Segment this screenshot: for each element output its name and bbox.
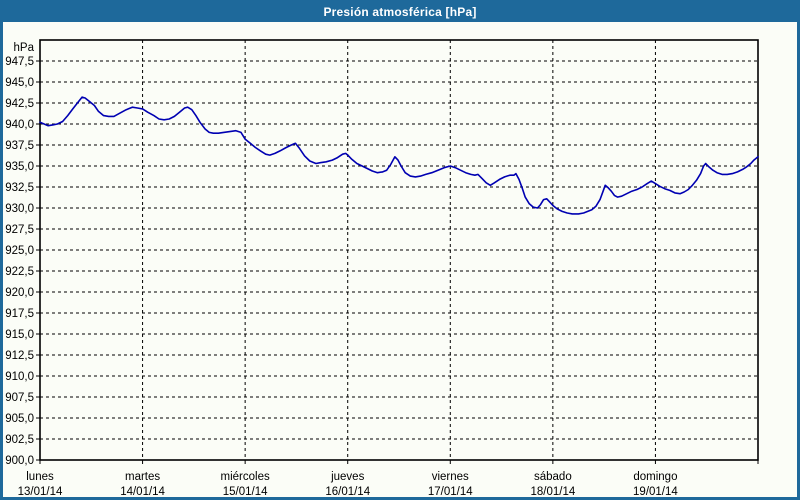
x-date-label: 16/01/14 xyxy=(325,486,370,497)
y-tick-label: 940,0 xyxy=(5,119,34,131)
chart-area: 947,5 945,0 942,5 940,0 937,5 935,0 932,5 930,0… xyxy=(3,22,797,497)
y-tick-label: 935,0 xyxy=(5,161,34,173)
x-day-label: lunes xyxy=(26,471,54,483)
x-day-label: jueves xyxy=(330,471,364,483)
x-date-label: 14/01/14 xyxy=(120,486,165,497)
y-tick-label: 947,5 xyxy=(5,56,34,68)
window-title: Presión atmosférica [hPa] xyxy=(323,4,477,19)
x-date-label: 19/01/14 xyxy=(633,486,678,497)
y-unit-label: hPa xyxy=(14,42,35,54)
x-date-label: 15/01/14 xyxy=(223,486,268,497)
y-tick-label: 910,0 xyxy=(5,371,34,383)
y-tick-label: 942,5 xyxy=(5,98,34,110)
y-tick-label: 915,0 xyxy=(5,329,34,341)
y-tick-label: 902,5 xyxy=(5,434,34,446)
x-day-label: miércoles xyxy=(221,471,270,483)
pressure-chart: 947,5 945,0 942,5 940,0 937,5 935,0 932,5 930,0… xyxy=(5,39,759,497)
x-date-label: 17/01/14 xyxy=(428,486,473,497)
x-day-label: domingo xyxy=(633,471,677,483)
y-tick-label: 925,0 xyxy=(5,245,34,257)
y-tick-label: 920,0 xyxy=(5,287,34,299)
y-tick-label: 945,0 xyxy=(5,77,34,89)
x-date-label: 18/01/14 xyxy=(530,486,575,497)
y-tick-label: 905,0 xyxy=(5,413,34,425)
x-day-label: sábado xyxy=(534,471,572,483)
y-tick-label: 900,0 xyxy=(5,455,34,467)
y-tick-label: 907,5 xyxy=(5,392,34,404)
y-tick-label: 922,5 xyxy=(5,266,34,278)
window-titlebar: Presión atmosférica [hPa] xyxy=(3,3,797,22)
y-tick-label: 927,5 xyxy=(5,224,34,236)
plot-border xyxy=(39,39,759,461)
y-tick-label: 932,5 xyxy=(5,182,34,194)
x-day-label: martes xyxy=(125,471,160,483)
y-tick-label: 930,0 xyxy=(5,203,34,215)
x-day-label: viernes xyxy=(432,471,469,483)
y-tick-label: 937,5 xyxy=(5,140,34,152)
pressure-line xyxy=(39,96,759,215)
x-date-label: 13/01/14 xyxy=(18,486,63,497)
y-tick-label: 912,5 xyxy=(5,350,34,362)
y-tick-label: 917,5 xyxy=(5,308,34,320)
